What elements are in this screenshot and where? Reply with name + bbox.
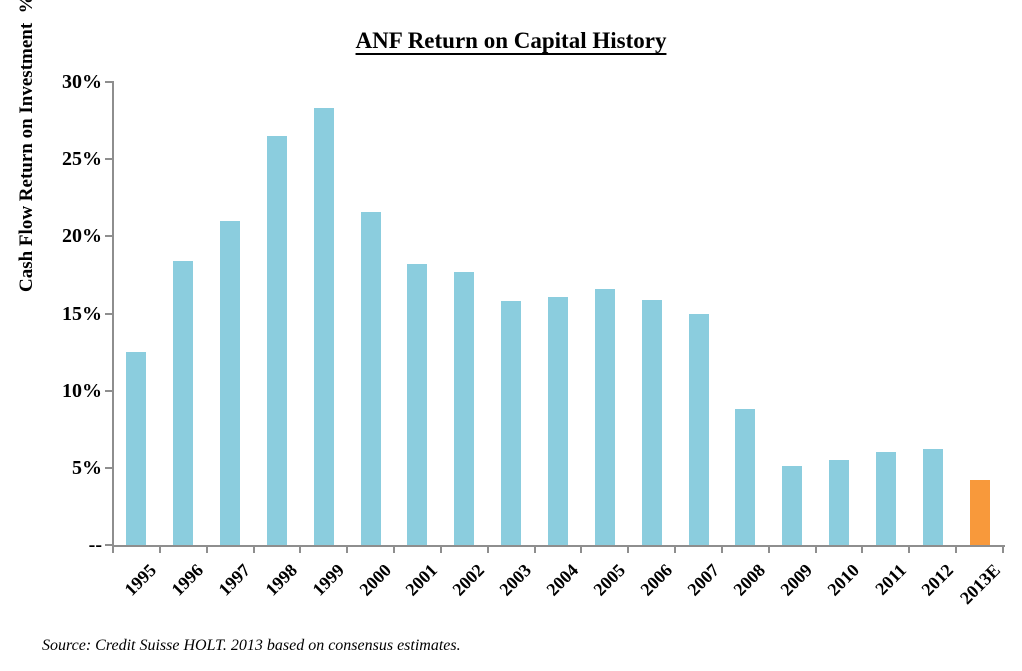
y-axis-tick xyxy=(105,466,113,469)
x-axis-tick xyxy=(627,546,630,553)
source-note: Source: Credit Suisse HOLT. 2013 based o… xyxy=(42,637,461,654)
y-axis-tick xyxy=(105,312,113,315)
y-axis-tick-label: 25% xyxy=(62,148,102,171)
x-axis-tick xyxy=(908,546,911,553)
x-axis-tick xyxy=(205,546,208,553)
bar-2011 xyxy=(875,452,896,545)
x-axis-tick xyxy=(533,546,536,553)
bar-2000 xyxy=(360,211,381,545)
y-axis-tick xyxy=(105,158,113,161)
x-axis-tick xyxy=(720,546,723,553)
y-axis-line xyxy=(112,81,114,547)
x-axis-tick xyxy=(580,546,583,553)
y-axis-tick-label: 15% xyxy=(62,302,102,325)
chart-title: ANF Return on Capital History xyxy=(355,28,667,53)
x-axis-tick xyxy=(158,546,161,553)
y-axis-tick xyxy=(105,235,113,238)
x-axis-tick xyxy=(299,546,302,553)
bar-2001 xyxy=(407,264,428,545)
bar-1998 xyxy=(266,136,287,545)
y-axis-tick-label: -- xyxy=(88,534,102,556)
bar-1997 xyxy=(220,220,241,545)
bar-1995 xyxy=(126,352,147,545)
y-axis-tick-label: 5% xyxy=(72,456,102,479)
bar-1996 xyxy=(173,261,194,545)
y-axis-tick xyxy=(105,389,113,392)
x-axis-line xyxy=(112,545,1005,547)
bar-2010 xyxy=(829,460,850,545)
x-axis-tick xyxy=(486,546,489,553)
bar-2006 xyxy=(641,299,662,545)
y-axis-tick xyxy=(105,81,113,83)
bar-2007 xyxy=(688,313,709,545)
x-axis-tick xyxy=(767,546,770,553)
bar-2009 xyxy=(782,466,803,545)
x-axis-tick xyxy=(346,546,349,553)
bar-1999 xyxy=(313,108,334,545)
x-axis-tick xyxy=(814,546,817,553)
x-axis-tick xyxy=(393,546,396,553)
x-axis-tick xyxy=(252,546,255,553)
x-axis-tick xyxy=(439,546,442,553)
y-axis-tick-label: 20% xyxy=(62,225,102,248)
bar-2003 xyxy=(501,301,522,545)
bar-2012 xyxy=(922,449,943,545)
bar-2008 xyxy=(735,409,756,545)
x-axis-tick xyxy=(955,546,958,553)
y-axis-tick xyxy=(105,544,113,546)
bar-2004 xyxy=(548,296,568,545)
x-axis-tick xyxy=(1002,546,1004,553)
bar-2013E xyxy=(969,480,990,545)
bar-2002 xyxy=(454,271,475,545)
bar-2005 xyxy=(594,288,615,545)
y-axis-tick-label: 10% xyxy=(62,379,102,402)
y-axis-tick-label: 30% xyxy=(62,71,102,93)
x-axis-tick xyxy=(112,546,114,553)
x-axis-tick xyxy=(861,546,864,553)
x-axis-tick xyxy=(674,546,677,553)
